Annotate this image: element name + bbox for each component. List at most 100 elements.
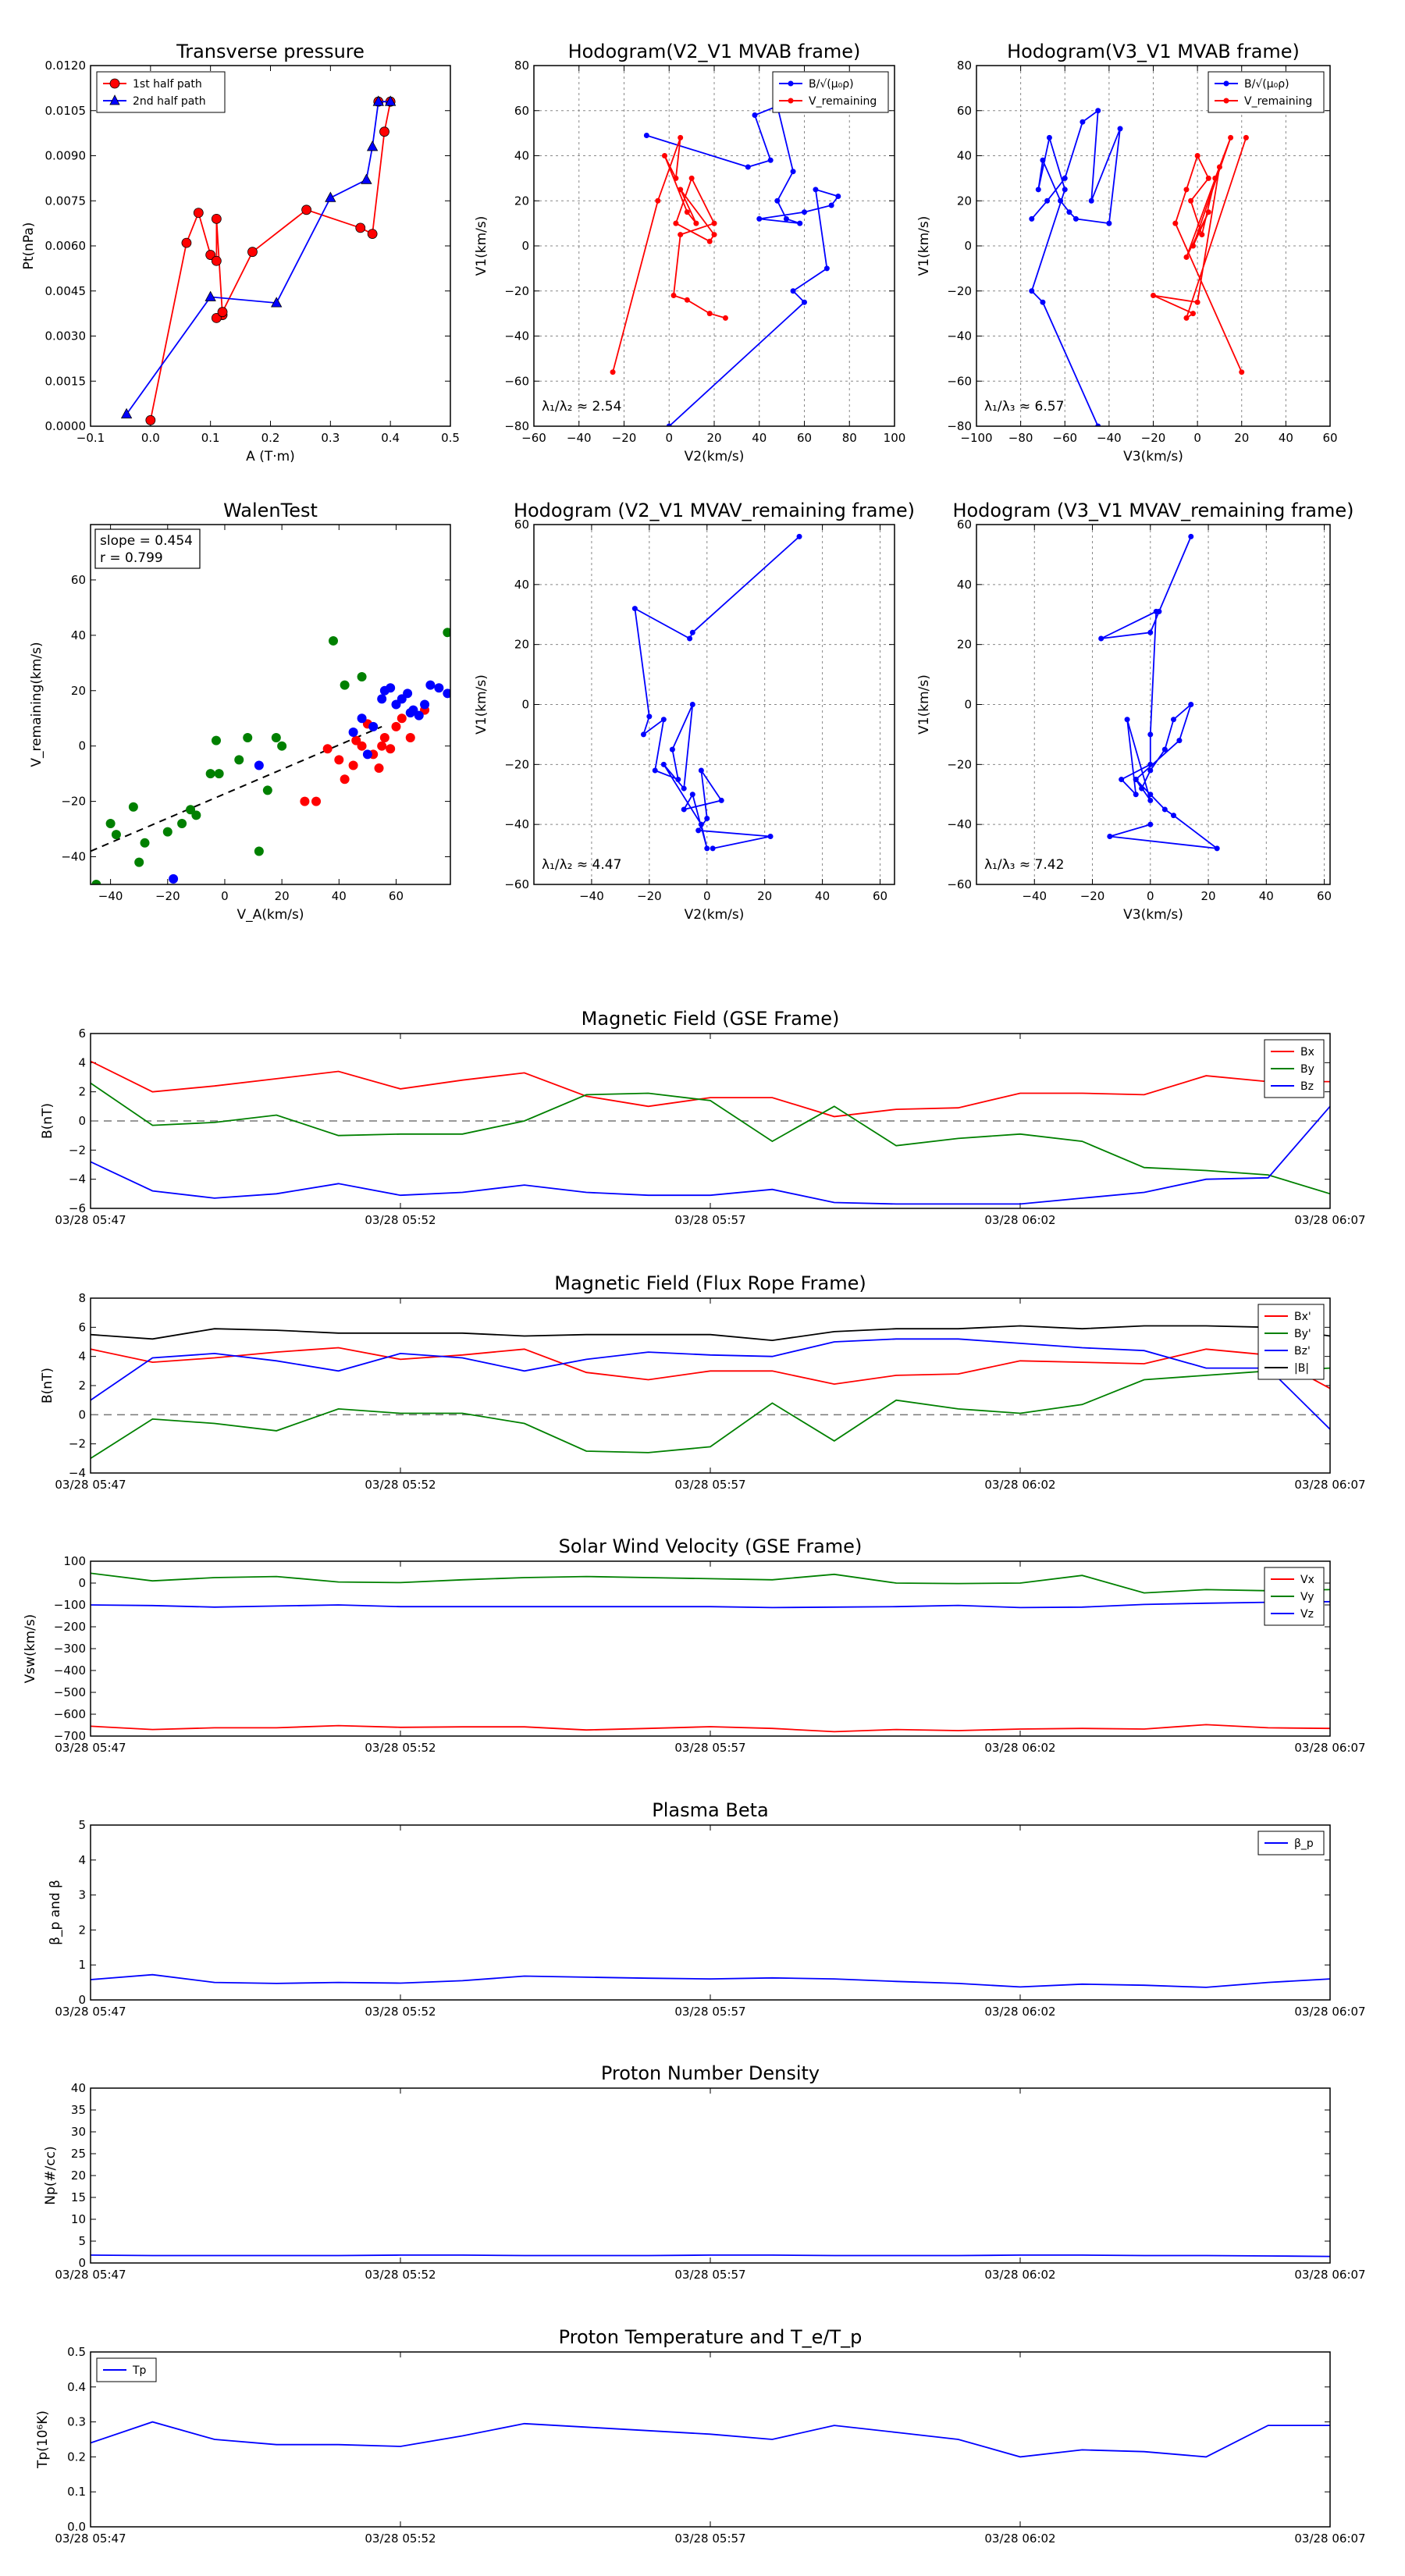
chart-title: Transverse pressure	[176, 41, 365, 62]
y-tick-label: 5	[78, 2234, 86, 2248]
chart-ts_v: Solar Wind Velocity (GSE Frame) Vsw(km/s)…	[23, 1535, 1366, 1755]
x-tick-label: 03/28 05:47	[55, 2532, 126, 2546]
legend-label: V_remaining	[1244, 95, 1312, 108]
y-tick-label: −300	[54, 1642, 86, 1656]
plot-frame	[90, 65, 451, 427]
data-point	[1107, 834, 1113, 840]
data-point	[1133, 777, 1139, 783]
y-tick-label: 0.0090	[45, 149, 87, 163]
data-point	[796, 533, 802, 539]
plot-frame	[533, 524, 895, 885]
data-point-red	[397, 713, 407, 724]
data-point	[1239, 369, 1245, 375]
data-point-red	[357, 741, 367, 751]
data-point	[1161, 746, 1168, 753]
data-point	[120, 407, 133, 418]
data-point	[670, 293, 677, 299]
x-tick-label: 0	[703, 889, 711, 903]
data-point-green	[357, 672, 367, 682]
x-tick-label: −20	[155, 889, 180, 903]
y-tick-label: −40	[947, 817, 972, 831]
x-tick-label: 03/28 06:07	[1294, 2532, 1365, 2546]
data-point-red	[386, 744, 396, 754]
data-point-green	[340, 680, 350, 690]
y-tick-label: 0.0000	[45, 419, 87, 433]
chart-title: Hodogram (V3_V1 MVAV_remaining frame)	[952, 500, 1353, 521]
data-point	[710, 845, 716, 852]
chart-title: Hodogram(V2_V1 MVAB frame)	[568, 41, 861, 62]
x-tick-label: 03/28 06:07	[1294, 2005, 1365, 2019]
y-tick-label: −80	[947, 419, 972, 433]
data-point	[678, 134, 684, 141]
y-tick-label: 15	[71, 2190, 86, 2204]
x-tick-label: 03/28 05:47	[55, 2005, 126, 2019]
y-axis-label: V1(km/s)	[916, 674, 932, 735]
data-point-blue	[368, 721, 379, 731]
y-tick-label: −40	[504, 329, 529, 343]
x-tick-label: 03/28 06:07	[1294, 1478, 1365, 1492]
legend-label: Bz	[1300, 1080, 1314, 1093]
data-point	[797, 220, 803, 226]
y-axis-label: V1(km/s)	[474, 674, 489, 735]
data-point	[1040, 299, 1046, 305]
data-point	[1188, 702, 1194, 707]
y-tick-label: 8	[78, 1291, 86, 1305]
y-tick-label: 20	[71, 684, 86, 698]
y-tick-label: 0.4	[67, 2380, 86, 2394]
data-point	[1170, 813, 1176, 819]
y-axis-label: Pt(nPa)	[21, 222, 37, 270]
data-point	[1183, 254, 1190, 260]
data-point	[666, 423, 672, 426]
y-tick-label: −700	[54, 1729, 86, 1743]
data-point	[661, 153, 667, 158]
x-tick-label: 0	[221, 889, 229, 903]
data-point	[673, 220, 679, 226]
y-tick-label: −500	[54, 1685, 86, 1699]
y-tick-label: 25	[71, 2147, 86, 2161]
y-tick-label: −40	[504, 817, 529, 831]
data-point	[652, 767, 658, 774]
legend: Tp	[96, 2357, 157, 2382]
plot-area	[120, 95, 397, 425]
legend-box	[96, 71, 226, 113]
data-point	[711, 220, 717, 226]
data-point-blue	[348, 727, 358, 737]
y-tick-label: 0	[78, 2256, 86, 2270]
data-point	[1161, 806, 1168, 813]
data-point	[1188, 197, 1194, 204]
y-tick-label: −2	[69, 1437, 86, 1451]
y-tick-label: −40	[947, 329, 972, 343]
y-tick-label: 20	[957, 194, 972, 208]
x-tick-label: 60	[797, 431, 812, 445]
y-tick-label: −60	[504, 374, 529, 388]
y-tick-label: 100	[63, 1554, 86, 1568]
plot-frame	[90, 524, 451, 885]
y-tick-label: −4	[69, 1466, 86, 1480]
data-point	[660, 761, 667, 767]
data-point	[1205, 175, 1211, 181]
y-tick-label: 10	[71, 2212, 86, 2226]
y-tick-label: −600	[54, 1707, 86, 1721]
x-tick-label: 0	[1147, 889, 1154, 903]
y-tick-label: 1	[78, 1958, 86, 1972]
y-axis-label: Np(#/cc)	[43, 2146, 59, 2204]
legend-label: Tp	[132, 2364, 147, 2377]
plot-frame	[90, 1560, 1331, 1737]
chart-title: Hodogram(V3_V1 MVAB frame)	[1007, 41, 1300, 62]
data-point	[1176, 738, 1183, 744]
x-tick-label: 0	[1193, 431, 1201, 445]
data-point-blue	[362, 749, 372, 760]
y-tick-label: 0.0045	[45, 284, 87, 298]
y-tick-label: −20	[504, 757, 529, 771]
data-point	[1095, 423, 1101, 426]
chart-title: Magnetic Field (Flux Rope Frame)	[554, 1272, 866, 1294]
data-point	[767, 834, 774, 840]
y-tick-label: 6	[78, 1320, 86, 1334]
y-tick-label: 0	[78, 1407, 86, 1421]
legend-marker	[788, 80, 794, 87]
y-tick-label: 80	[514, 59, 529, 73]
plot-frame	[90, 2087, 1331, 2264]
x-axis-label: A (T·m)	[246, 449, 295, 464]
